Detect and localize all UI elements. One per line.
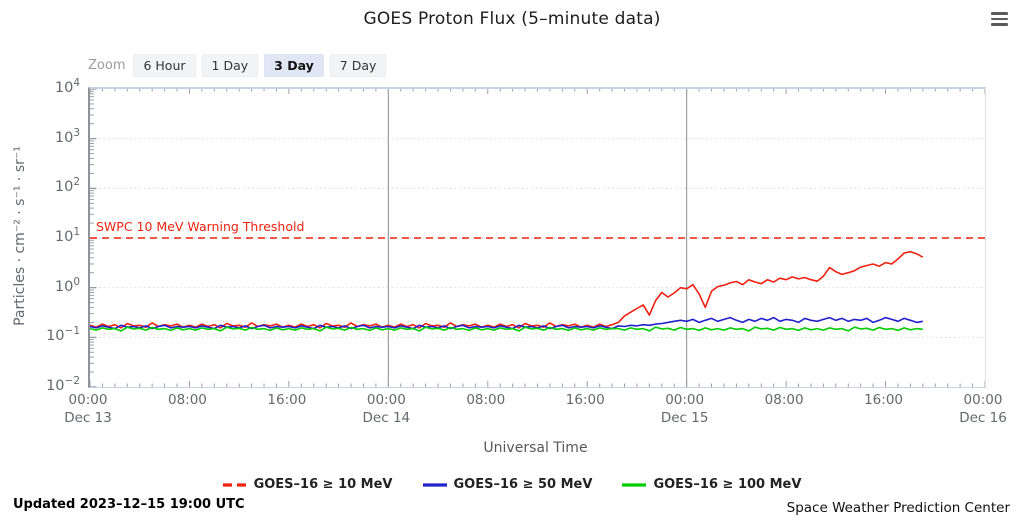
y-tick-label: 104	[54, 77, 80, 96]
x-tick-label: 16:00	[267, 392, 307, 408]
threshold-label: SWPC 10 MeV Warning Threshold	[96, 219, 305, 234]
zoom-label: Zoom	[88, 58, 126, 73]
x-tick-label: 16:00	[864, 392, 903, 408]
y-tick-label: 100	[54, 275, 80, 295]
series-line-0	[90, 250, 924, 329]
zoom-button-1-day[interactable]: 1 Day	[201, 54, 259, 77]
legend-item-2[interactable]: GOES–16 ≥ 100 MeV	[622, 477, 801, 492]
legend-label: GOES–16 ≥ 10 MeV	[253, 477, 393, 492]
x-tick-label: 08:00	[167, 392, 207, 408]
plot-area[interactable]	[88, 87, 986, 388]
y-tick-label: 103	[54, 126, 80, 146]
x-tick-label: 00:00 Dec 14	[362, 392, 411, 427]
legend-item-0[interactable]: GOES–16 ≥ 10 MeV	[222, 477, 393, 492]
source-text: Space Weather Prediction Center	[786, 500, 1010, 516]
y-axis-title: Particles · cm⁻² · s⁻¹ · sr⁻¹	[12, 146, 28, 326]
x-tick-label: 08:00	[466, 392, 506, 408]
zoom-toolbar: Zoom 6 Hour 1 Day 3 Day 7 Day	[88, 54, 387, 77]
hamburger-menu-icon[interactable]	[991, 12, 1008, 26]
x-tick-label: 00:00 Dec 16	[959, 392, 1007, 427]
x-axis-title: Universal Time	[483, 440, 588, 456]
zoom-button-6-hour[interactable]: 6 Hour	[133, 54, 196, 77]
series-line-2	[90, 326, 923, 332]
x-tick-label: 08:00	[764, 392, 804, 408]
zoom-button-3-day[interactable]: 3 Day	[264, 54, 324, 77]
legend-swatch	[622, 482, 647, 487]
series-line-1	[90, 316, 923, 330]
x-tick-label: 00:00 Dec 15	[660, 392, 709, 427]
legend-swatch	[222, 482, 247, 487]
zoom-button-7-day[interactable]: 7 Day	[329, 54, 387, 77]
y-tick-label: 101	[54, 226, 80, 245]
x-tick-label: 00:00 Dec 13	[64, 392, 112, 427]
legend-label: GOES–16 ≥ 100 MeV	[653, 477, 802, 492]
legend-swatch	[422, 482, 447, 487]
y-tick-label: 102	[54, 176, 80, 196]
legend-item-1[interactable]: GOES–16 ≥ 50 MeV	[422, 477, 593, 492]
y-tick-label: 10−2	[46, 375, 80, 394]
x-tick-label: 16:00	[565, 392, 605, 408]
legend: GOES–16 ≥ 10 MeV GOES–16 ≥ 50 MeV GOES–16 …	[0, 477, 1024, 492]
y-tick-label: 10−1	[46, 325, 80, 345]
chart-canvas	[90, 89, 985, 387]
updated-text: Updated 2023–12–15 19:00 UTC	[13, 497, 245, 512]
chart-title: GOES Proton Flux (5–minute data)	[363, 9, 661, 29]
legend-label: GOES–16 ≥ 50 MeV	[453, 477, 593, 492]
